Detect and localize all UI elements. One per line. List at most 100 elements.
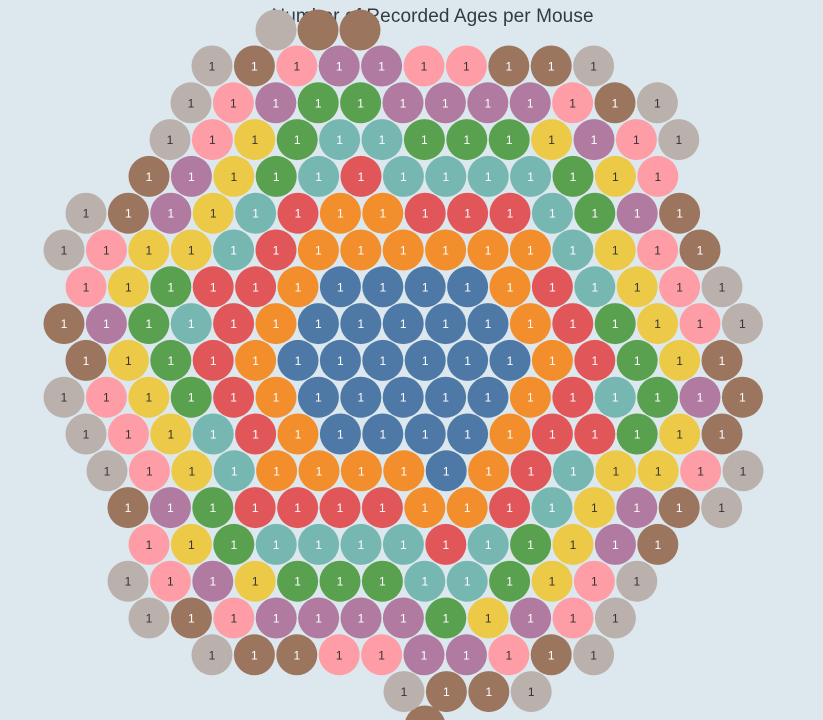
bubble[interactable]: 1 xyxy=(659,192,701,234)
bubble[interactable]: 1 xyxy=(446,560,488,602)
bubble[interactable]: 1 xyxy=(404,560,446,602)
bubble[interactable]: 1 xyxy=(403,45,445,87)
bubble[interactable]: 1 xyxy=(298,597,340,639)
bubble[interactable]: 1 xyxy=(276,45,318,87)
bubble[interactable]: 1 xyxy=(298,155,340,197)
bubble[interactable]: 1 xyxy=(213,303,255,345)
bubble[interactable]: 1 xyxy=(510,671,552,713)
bubble[interactable]: 1 xyxy=(489,413,531,455)
bubble[interactable]: 1 xyxy=(701,339,743,381)
bubble[interactable]: 1 xyxy=(594,82,636,124)
bubble[interactable]: 1 xyxy=(552,229,594,271)
bubble[interactable]: 1 xyxy=(659,339,701,381)
bubble[interactable]: 1 xyxy=(340,229,382,271)
bubble[interactable]: 1 xyxy=(298,523,340,565)
bubble[interactable]: 1 xyxy=(425,523,467,565)
bubble[interactable]: 1 xyxy=(722,450,764,492)
bubble[interactable]: 1 xyxy=(107,487,149,529)
bubble[interactable]: 1 xyxy=(277,192,319,234)
bubble[interactable]: 1 xyxy=(150,339,192,381)
bubble[interactable]: 1 xyxy=(573,119,615,161)
bubble[interactable]: 1 xyxy=(213,376,255,418)
bubble[interactable]: 1 xyxy=(425,597,467,639)
bubble[interactable]: 1 xyxy=(107,266,149,308)
bubble[interactable]: 1 xyxy=(382,229,424,271)
bubble[interactable]: 1 xyxy=(637,155,679,197)
bubble[interactable]: 1 xyxy=(509,229,551,271)
bubble[interactable]: 1 xyxy=(43,229,85,271)
bubble[interactable]: 1 xyxy=(574,266,616,308)
bubble[interactable]: 1 xyxy=(43,303,85,345)
bubble[interactable]: 1 xyxy=(679,229,721,271)
bubble[interactable]: 1 xyxy=(467,155,509,197)
bubble[interactable]: 1 xyxy=(637,523,679,565)
bubble[interactable]: 1 xyxy=(255,82,297,124)
bubble[interactable]: 1 xyxy=(659,413,701,455)
bubble[interactable]: 1 xyxy=(637,450,679,492)
bubble[interactable]: 1 xyxy=(170,303,212,345)
bubble[interactable]: 1 xyxy=(235,266,277,308)
bubble[interactable]: 1 xyxy=(340,303,382,345)
bubble[interactable]: 1 xyxy=(149,560,191,602)
bubble[interactable]: 1 xyxy=(531,487,573,529)
bubble[interactable]: 1 xyxy=(297,229,339,271)
bubble[interactable]: 1 xyxy=(86,450,128,492)
bubble[interactable]: 1 xyxy=(530,634,572,676)
bubble[interactable]: 1 xyxy=(213,155,255,197)
bubble[interactable]: 1 xyxy=(107,560,149,602)
bubble[interactable]: 1 xyxy=(403,634,445,676)
bubble[interactable]: 1 xyxy=(340,155,382,197)
bubble[interactable]: 1 xyxy=(276,119,318,161)
bubble[interactable]: 1 xyxy=(701,266,743,308)
bubble[interactable]: 1 xyxy=(362,413,404,455)
bubble[interactable]: 1 xyxy=(425,303,467,345)
bubble[interactable]: 1 xyxy=(107,192,149,234)
bubble[interactable]: 1 xyxy=(277,560,319,602)
bubble[interactable]: 1 xyxy=(319,560,361,602)
bubble[interactable]: 1 xyxy=(213,597,255,639)
bubble[interactable]: 1 xyxy=(509,376,551,418)
bubble[interactable]: 1 xyxy=(679,303,721,345)
bubble[interactable]: 1 xyxy=(701,413,743,455)
bubble[interactable]: 1 xyxy=(107,413,149,455)
bubble[interactable]: 1 xyxy=(192,192,234,234)
bubble[interactable]: 1 xyxy=(489,266,531,308)
bubble[interactable]: 1 xyxy=(594,303,636,345)
bubble[interactable]: 1 xyxy=(128,155,170,197)
bubble[interactable]: 1 xyxy=(298,450,340,492)
bubble[interactable]: 1 xyxy=(615,119,657,161)
bubble[interactable]: 1 xyxy=(340,597,382,639)
bubble[interactable]: 1 xyxy=(530,45,572,87)
bubble[interactable]: 1 xyxy=(489,487,531,529)
bubble[interactable]: 1 xyxy=(616,192,658,234)
bubble[interactable]: 1 xyxy=(425,376,467,418)
bubble[interactable]: 1 xyxy=(65,339,107,381)
bubble[interactable]: 1 xyxy=(404,339,446,381)
bubble[interactable]: 1 xyxy=(404,413,446,455)
bubble[interactable]: 1 xyxy=(447,413,489,455)
bubble[interactable]: 1 xyxy=(170,229,212,271)
bubble[interactable]: 1 xyxy=(552,597,594,639)
bubble[interactable]: 1 xyxy=(552,82,594,124)
bubble[interactable]: 1 xyxy=(382,523,424,565)
bubble[interactable]: 1 xyxy=(425,155,467,197)
bubble[interactable]: 1 xyxy=(213,523,255,565)
bubble[interactable]: 1 xyxy=(531,339,573,381)
bubble[interactable]: 1 xyxy=(594,597,636,639)
bubble[interactable]: 1 xyxy=(318,45,360,87)
bubble[interactable]: 1 xyxy=(445,45,487,87)
bubble[interactable]: 1 xyxy=(446,487,488,529)
bubble[interactable]: 1 xyxy=(340,82,382,124)
bubble[interactable]: 1 xyxy=(149,119,191,161)
bubble[interactable]: 1 xyxy=(192,339,234,381)
bubble[interactable]: 1 xyxy=(128,229,170,271)
bubble[interactable]: 1 xyxy=(680,450,722,492)
bubble[interactable]: 1 xyxy=(531,413,573,455)
bubble[interactable]: 1 xyxy=(234,487,276,529)
bubble[interactable]: 1 xyxy=(192,413,234,455)
bubble[interactable]: 1 xyxy=(489,192,531,234)
bubble[interactable]: 1 xyxy=(235,339,277,381)
bubble[interactable]: 1 xyxy=(403,119,445,161)
bubble[interactable]: 1 xyxy=(319,339,361,381)
bubble[interactable]: 1 xyxy=(150,192,192,234)
